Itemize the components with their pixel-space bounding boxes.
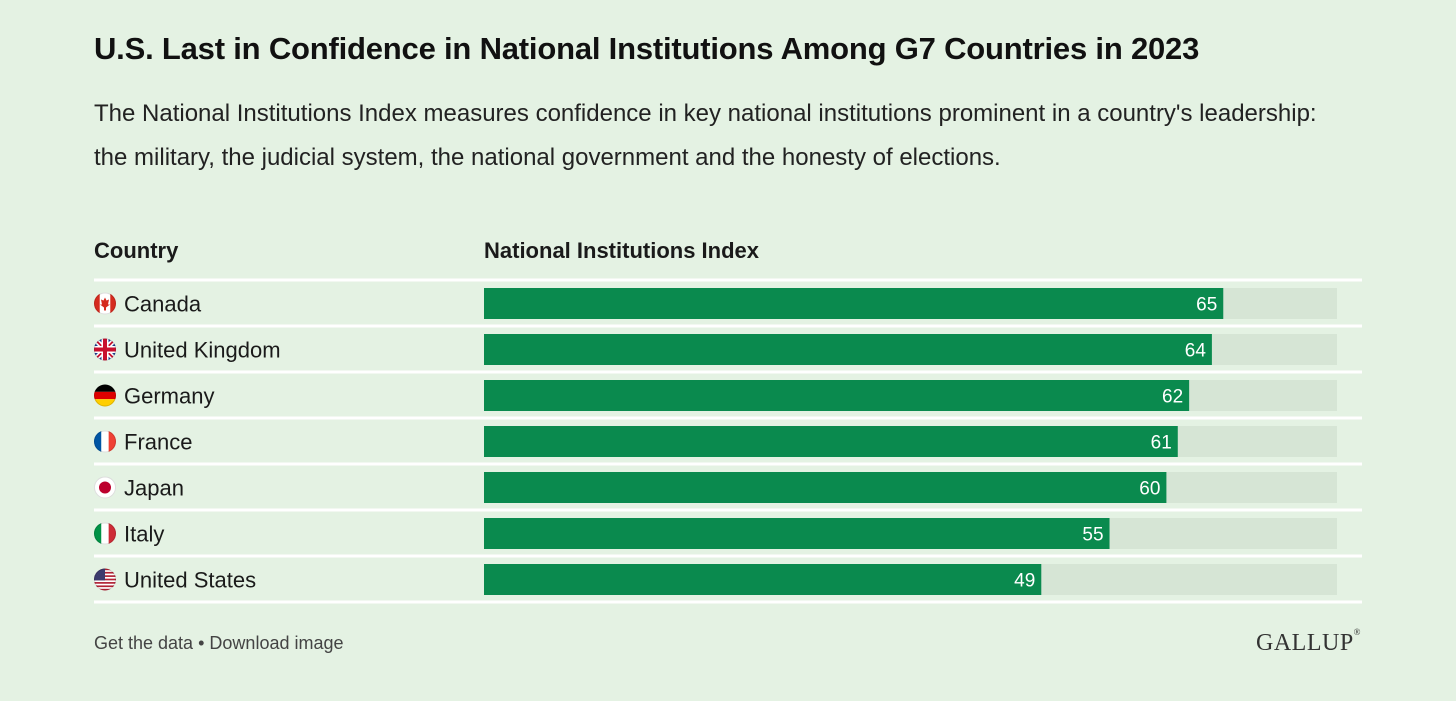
chart-title: U.S. Last in Confidence in National Inst… [94,31,1200,66]
bar-value-label: 55 [1082,525,1103,546]
bar [484,334,1212,365]
us-flag-icon [94,568,116,591]
country-label: Italy [124,522,164,547]
country-label: France [124,430,192,455]
registered-mark: ® [1353,627,1362,637]
bar-value-label: 65 [1196,295,1217,316]
country-label: United States [124,568,256,593]
bar [484,380,1190,411]
index-column-header: National Institutions Index [484,238,760,263]
bar [484,288,1224,319]
footer-separator: • [198,633,205,653]
chart-subtitle: The National Institutions Index measures… [94,100,1317,171]
france-flag-icon [94,430,116,453]
canada-flag-icon [94,292,116,315]
uk-flag-icon [94,338,116,361]
japan-flag-icon [94,476,116,499]
get-data-link[interactable]: Get the data [94,633,194,653]
bar [484,426,1178,457]
bar-value-label: 64 [1185,341,1207,362]
bar [484,472,1167,503]
bar [484,564,1042,595]
gallup-logo: GALLUP® [1256,627,1362,657]
country-label: Germany [124,384,214,409]
country-label: United Kingdom [124,338,281,363]
bar-value-label: 60 [1139,479,1160,500]
country-column-header: Country [94,238,179,263]
bar-value-label: 62 [1162,387,1183,408]
bar-value-label: 61 [1151,433,1172,454]
bar-value-label: 49 [1014,571,1035,592]
germany-flag-icon [94,384,116,407]
gallup-logo-text: GALLUP [1256,630,1354,656]
country-label: Japan [124,476,184,501]
footer-links: Get the data • Download image [94,633,344,654]
download-image-link[interactable]: Download image [209,633,344,653]
italy-flag-icon [94,522,116,545]
country-label: Canada [124,292,202,317]
bar [484,518,1110,549]
